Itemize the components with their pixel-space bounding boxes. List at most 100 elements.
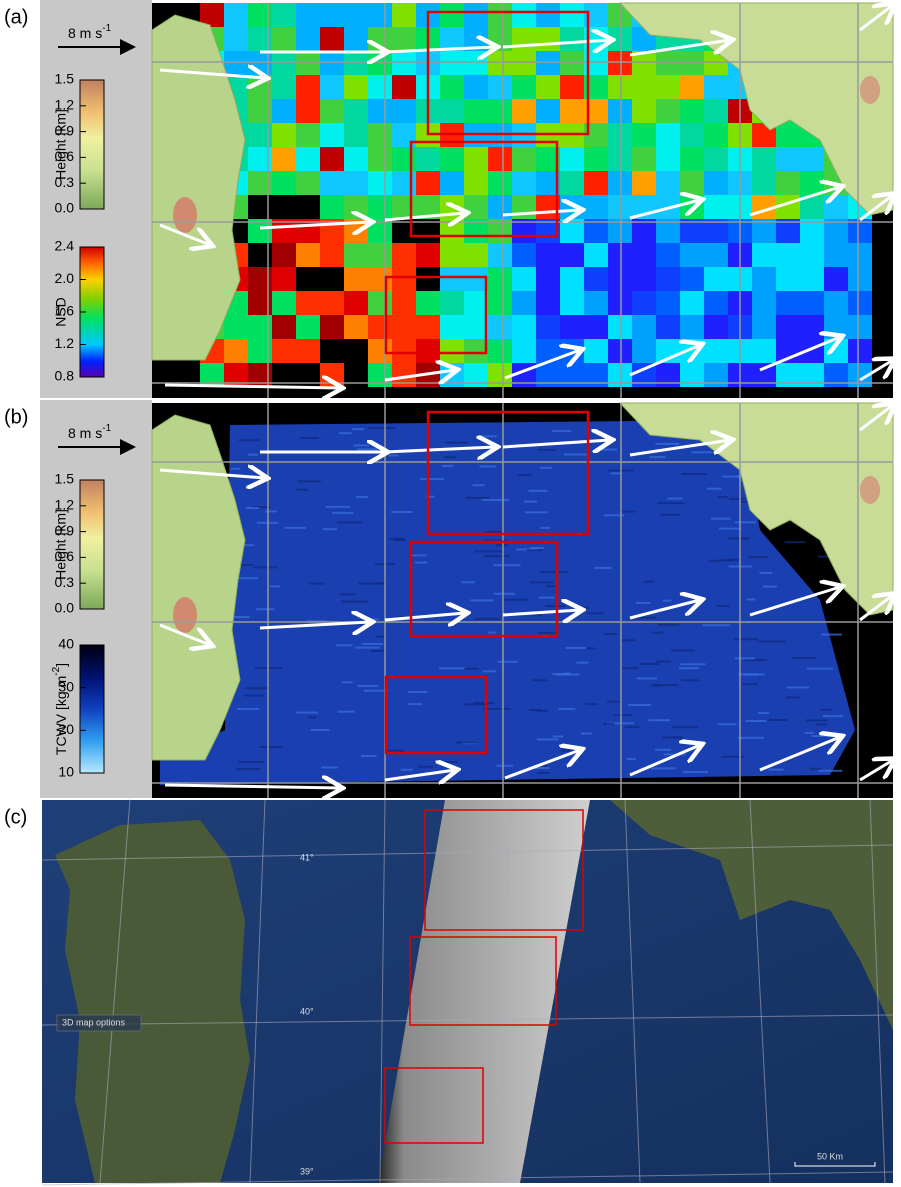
map-cell [560, 3, 584, 27]
sea-field [160, 420, 855, 785]
map-cell [608, 315, 632, 339]
sea-texture [418, 765, 433, 768]
graticule [41, 1014, 894, 1026]
sea-texture [537, 771, 551, 774]
map-cell [320, 99, 344, 123]
sea-texture [626, 758, 636, 761]
map-cell [632, 99, 656, 123]
sea-texture [470, 599, 494, 602]
sea-texture [528, 767, 550, 770]
sea-texture [297, 480, 321, 483]
map-cell [344, 339, 368, 363]
wind-arrow [759, 337, 840, 372]
sea-texture [651, 631, 664, 634]
sea-texture [488, 631, 497, 634]
map-cell [560, 339, 584, 363]
colorbar-tick-label: 1.5 [55, 471, 75, 487]
map-cell [584, 195, 608, 219]
map-cell [656, 171, 680, 195]
map-cell [440, 75, 464, 99]
map-cell [560, 291, 584, 315]
map-cell [368, 51, 392, 75]
map-cell [704, 147, 728, 171]
map-cell [224, 27, 248, 51]
map-cell [752, 291, 776, 315]
map-cell [800, 267, 824, 291]
sea-texture [383, 749, 404, 752]
sea-texture [822, 715, 844, 718]
wind-arrow [259, 222, 370, 228]
map-cell [560, 27, 584, 51]
map-cell [632, 123, 656, 147]
colorbar-tick-label: 0.3 [55, 174, 75, 190]
sea-texture [716, 605, 730, 608]
sea-texture [518, 474, 532, 477]
wind-arrow [384, 770, 455, 780]
map-cell [344, 315, 368, 339]
map-cell [368, 27, 392, 51]
sea-texture [603, 722, 615, 725]
sea-texture [738, 673, 765, 676]
sea-texture [332, 511, 354, 514]
colorbar-tick-label: 1.5 [55, 71, 75, 87]
wind-arrow [502, 440, 610, 447]
sea-texture [538, 596, 555, 599]
sea-texture [231, 577, 259, 580]
map-cell [848, 243, 872, 267]
map-cell [320, 171, 344, 195]
wind-arrow [502, 40, 610, 47]
map-cell [296, 339, 320, 363]
sea-texture [237, 563, 254, 566]
sea-texture [671, 726, 699, 729]
map-cell [800, 147, 824, 171]
sea-texture [252, 566, 278, 569]
sea-texture [768, 718, 788, 721]
wind-scale-exponent: -1 [102, 23, 111, 34]
map-cell [560, 171, 584, 195]
colorbar-tick-label: 0.6 [55, 148, 75, 164]
map-cell [392, 3, 416, 27]
map-cell [584, 171, 608, 195]
graticule [624, 799, 641, 1184]
colorbar-label: NSD [53, 297, 69, 327]
map-cell [320, 51, 344, 75]
colorbar-label-part: -2 [51, 666, 62, 675]
sea-texture [762, 585, 777, 588]
sea-texture [502, 598, 529, 601]
map-cell [680, 75, 704, 99]
map-cell [608, 75, 632, 99]
graticule [499, 799, 511, 1184]
map-cell [368, 75, 392, 99]
map-cell [320, 3, 344, 27]
sea-texture [711, 517, 731, 520]
map-cell [608, 171, 632, 195]
sea-texture [340, 600, 369, 603]
sea-texture [654, 684, 679, 687]
scale-label: 50 Km [817, 1151, 843, 1161]
colorbar [79, 479, 105, 610]
map-cell [536, 51, 560, 75]
map-cell [584, 267, 608, 291]
map-cell [368, 315, 392, 339]
map-cell [296, 51, 320, 75]
map-cell [368, 123, 392, 147]
sea-texture [355, 646, 380, 649]
map-cell [392, 291, 416, 315]
sea-texture [552, 672, 571, 675]
sea-texture [530, 581, 554, 584]
map-cell [632, 267, 656, 291]
land [151, 14, 246, 361]
map-cell [272, 315, 296, 339]
map-cell [536, 243, 560, 267]
wind-arrow [502, 610, 580, 615]
sea-texture [376, 635, 386, 638]
map-cell [512, 51, 536, 75]
sea-texture [630, 616, 656, 619]
map-cell [584, 315, 608, 339]
sea-texture [476, 435, 497, 438]
sea-texture [439, 667, 466, 670]
map-cell [344, 3, 368, 27]
map-cell [440, 147, 464, 171]
colorbar-label-part: TCWV [kg m [53, 676, 69, 755]
map-cell [704, 75, 728, 99]
